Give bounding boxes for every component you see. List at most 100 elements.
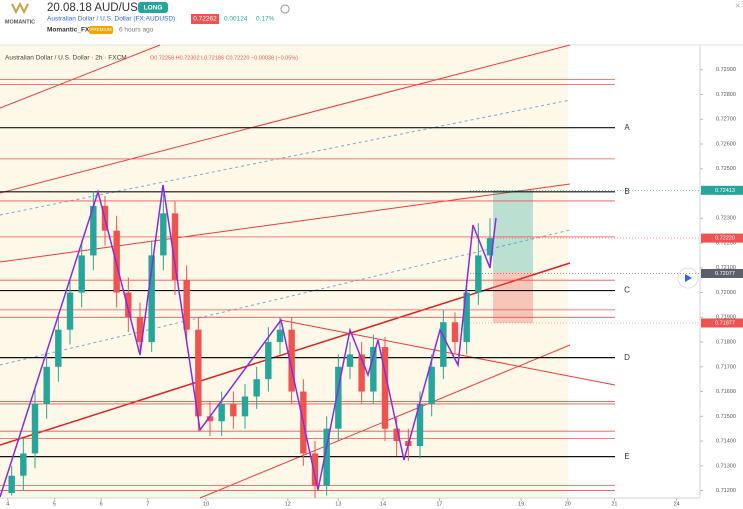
x-tick-label: 21	[611, 501, 617, 507]
author[interactable]: Momantic_FX	[47, 27, 90, 34]
candle-body	[440, 322, 447, 367]
level-label: A	[624, 123, 630, 132]
price-badge: 0.72262	[193, 16, 217, 23]
median-line	[0, 229, 571, 366]
price-marker-label: 0.71877	[715, 320, 735, 326]
candle-body	[335, 366, 342, 429]
median-line	[0, 99, 571, 216]
y-tick-label: 0.71700	[716, 364, 736, 370]
candle-body	[241, 396, 249, 417]
long-badge-bg	[138, 2, 168, 13]
y-tick-label: 0.71800	[716, 340, 736, 346]
candle-body	[416, 403, 424, 447]
x-tick-label: 10	[203, 501, 209, 507]
stop-zone	[493, 272, 533, 323]
price-marker-bg	[701, 318, 743, 328]
candle-body	[136, 317, 144, 343]
candle-body	[230, 403, 237, 417]
y-tick-label: 0.71400	[716, 439, 736, 445]
candle-body	[20, 453, 27, 476]
y-tick-label: 0.71300	[716, 463, 736, 469]
candle-body	[90, 205, 97, 256]
level-label: B	[624, 187, 629, 196]
y-tick-label: 0.72200	[716, 240, 736, 246]
candle-body	[171, 213, 179, 281]
candle-body	[66, 292, 74, 330]
idea-title: 20.08.18 AUD/USD	[47, 2, 146, 14]
zigzag-pattern	[0, 184, 497, 498]
premium-badge: PREMIUM	[90, 27, 112, 32]
candle-body	[218, 403, 225, 422]
candle-body	[55, 329, 62, 367]
channel-line	[0, 44, 161, 109]
price-marker-bg	[701, 185, 743, 195]
candle-body	[78, 255, 85, 293]
alarm-icon[interactable]	[280, 4, 290, 14]
candle-body	[463, 292, 470, 343]
candle-body	[288, 329, 295, 392]
candle-body	[475, 255, 482, 293]
level-label: C	[624, 286, 630, 295]
candle-body	[428, 366, 435, 404]
candle-body	[148, 255, 155, 343]
candle-body	[265, 342, 272, 380]
symbol[interactable]: Australian Dollar / U.S. Dollar (FX:AUDU…	[47, 16, 175, 23]
candle-body	[160, 213, 167, 256]
logo-text: MOMANTIC	[5, 19, 35, 25]
y-tick-label: 0.72300	[716, 216, 736, 222]
price-marker-bg	[701, 268, 743, 278]
premium-badge-bg	[89, 26, 113, 34]
x-tick-label: 5	[53, 501, 56, 507]
channel-line	[0, 44, 571, 194]
x-tick-label: 12	[285, 501, 291, 507]
price-marker-label: 0.72077	[715, 271, 735, 277]
close-icon[interactable]: ×	[735, 0, 740, 10]
chart-highlight-area	[0, 45, 568, 498]
y-tick-label: 0.72000	[716, 290, 736, 296]
x-tick-label: 20	[565, 501, 571, 507]
candle-body	[323, 428, 330, 486]
y-tick-label: 0.72500	[716, 166, 736, 172]
trend-line	[279, 319, 616, 386]
x-tick-label: 4	[6, 501, 9, 507]
price-marker-label: 0.72220	[715, 236, 735, 242]
candle-body	[31, 403, 39, 454]
channel-line	[0, 262, 571, 446]
price-change-pct: 0.17%	[256, 16, 275, 23]
candle-body	[370, 347, 377, 392]
candle-body	[183, 280, 190, 330]
candle-body	[43, 366, 50, 404]
candle-body	[206, 416, 214, 422]
candle-body	[451, 322, 459, 343]
idea-header: MOMANTIC 20.08.18 AUD/USD LONG Australia…	[5, 0, 740, 34]
y-tick-label: 0.72100	[716, 265, 736, 271]
x-tick-label: 7	[146, 501, 149, 507]
y-tick-label: 0.72900	[716, 67, 736, 73]
price-marker-label: 0.72413	[715, 188, 735, 194]
candle-body	[393, 428, 400, 442]
candle-body	[253, 379, 260, 397]
ohlc-values: O0.72258 H0.72302 L0.72186 C0.72220 −0.0…	[150, 55, 298, 61]
long-badge: LONG	[144, 5, 163, 12]
x-tick-label: 24	[674, 501, 680, 507]
y-tick-label: 0.71500	[716, 414, 736, 420]
drawings	[0, 44, 616, 499]
y-tick-label: 0.72800	[716, 92, 736, 98]
x-tick-label: 19	[518, 501, 524, 507]
level-label: E	[624, 452, 629, 461]
logo-mark	[11, 1, 29, 15]
y-tick-label: 0.71600	[716, 389, 736, 395]
y-tick-label: 0.72700	[716, 117, 736, 123]
candle-body	[8, 475, 15, 494]
price-badge-bg	[191, 14, 219, 24]
price-change: 0.00124	[224, 16, 248, 23]
x-tick-label: 13	[335, 501, 341, 507]
candle-body	[311, 453, 319, 486]
chart-legend: Australian Dollar / U.S. Dollar · 2h · F…	[5, 55, 127, 62]
x-tick-label: 14	[380, 501, 386, 507]
candle-body	[195, 329, 202, 417]
price-marker-bg	[701, 233, 743, 243]
time-ago: 6 hours ago	[119, 27, 154, 34]
